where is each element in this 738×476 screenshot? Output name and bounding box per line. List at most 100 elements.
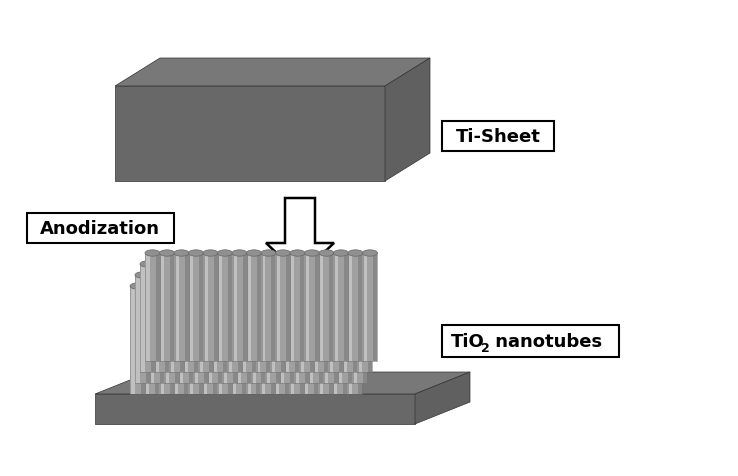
Ellipse shape xyxy=(246,283,261,289)
Bar xyxy=(319,253,334,361)
Polygon shape xyxy=(385,59,430,182)
Bar xyxy=(363,276,368,383)
Ellipse shape xyxy=(333,283,348,289)
Bar xyxy=(213,265,227,372)
Bar xyxy=(198,276,204,383)
Bar xyxy=(319,265,325,372)
Bar xyxy=(358,287,362,394)
Bar xyxy=(359,253,363,361)
Bar xyxy=(145,265,151,372)
Bar xyxy=(202,287,207,394)
Bar xyxy=(294,287,300,394)
Bar xyxy=(334,253,348,361)
Bar xyxy=(319,253,323,361)
Bar xyxy=(323,276,339,383)
Bar xyxy=(218,253,232,361)
Ellipse shape xyxy=(188,250,204,257)
Bar xyxy=(242,287,246,394)
Text: Ti-Sheet: Ti-Sheet xyxy=(455,128,540,146)
Bar xyxy=(270,276,276,383)
Bar xyxy=(275,287,280,394)
Ellipse shape xyxy=(348,283,362,289)
Bar xyxy=(236,253,243,361)
Bar xyxy=(222,276,227,383)
Bar xyxy=(188,265,194,372)
Bar xyxy=(314,276,320,383)
Text: TiO: TiO xyxy=(451,332,485,350)
Bar xyxy=(140,287,145,394)
Ellipse shape xyxy=(202,283,218,289)
Bar xyxy=(353,276,357,383)
Bar xyxy=(333,287,348,394)
Ellipse shape xyxy=(309,272,324,278)
Bar xyxy=(314,287,319,394)
Bar xyxy=(164,276,179,383)
Bar xyxy=(294,253,300,361)
Bar xyxy=(357,265,362,372)
Bar xyxy=(232,253,236,361)
Bar xyxy=(188,253,204,361)
Bar xyxy=(275,253,280,361)
Bar xyxy=(353,253,359,361)
Bar xyxy=(140,265,155,372)
Ellipse shape xyxy=(140,261,155,268)
Bar xyxy=(328,265,343,372)
Bar xyxy=(343,265,358,372)
Bar xyxy=(212,276,218,383)
Bar xyxy=(173,287,178,394)
Bar xyxy=(285,265,289,372)
Bar xyxy=(328,276,334,383)
Ellipse shape xyxy=(179,272,193,278)
Bar xyxy=(145,287,159,394)
Bar xyxy=(232,265,238,372)
Bar xyxy=(193,253,199,361)
Ellipse shape xyxy=(251,272,266,278)
Bar xyxy=(159,253,164,361)
Text: nanotubes: nanotubes xyxy=(489,332,602,350)
Bar xyxy=(261,253,276,361)
Bar xyxy=(223,265,227,372)
Ellipse shape xyxy=(275,250,291,257)
Bar xyxy=(188,253,193,361)
Bar xyxy=(174,253,189,361)
Bar xyxy=(251,276,266,383)
Bar xyxy=(309,276,314,383)
Ellipse shape xyxy=(280,272,295,278)
Ellipse shape xyxy=(246,250,261,257)
Bar xyxy=(343,265,348,372)
Bar xyxy=(179,265,184,372)
Bar xyxy=(309,276,324,383)
Bar xyxy=(357,276,363,383)
Bar xyxy=(168,276,174,383)
Bar xyxy=(309,253,315,361)
Bar xyxy=(280,276,285,383)
Bar xyxy=(271,265,275,372)
Bar xyxy=(179,276,193,383)
Bar xyxy=(159,287,174,394)
Bar xyxy=(194,265,199,372)
Bar xyxy=(319,287,334,394)
Bar xyxy=(300,253,305,361)
Bar xyxy=(174,276,179,383)
Ellipse shape xyxy=(294,272,309,278)
Bar xyxy=(227,287,232,394)
Bar xyxy=(328,265,333,372)
Bar xyxy=(164,287,170,394)
Ellipse shape xyxy=(174,250,189,257)
Bar xyxy=(170,287,174,394)
Bar xyxy=(130,287,145,394)
Bar xyxy=(348,276,353,383)
Ellipse shape xyxy=(145,283,159,289)
Bar xyxy=(150,253,156,361)
Bar xyxy=(300,287,305,394)
Ellipse shape xyxy=(353,272,368,278)
Ellipse shape xyxy=(173,283,188,289)
Ellipse shape xyxy=(300,261,314,268)
Bar xyxy=(255,276,261,383)
Ellipse shape xyxy=(188,283,203,289)
Bar xyxy=(227,265,242,372)
Ellipse shape xyxy=(217,283,232,289)
Bar xyxy=(236,276,241,383)
Ellipse shape xyxy=(266,272,280,278)
Bar xyxy=(145,253,150,361)
